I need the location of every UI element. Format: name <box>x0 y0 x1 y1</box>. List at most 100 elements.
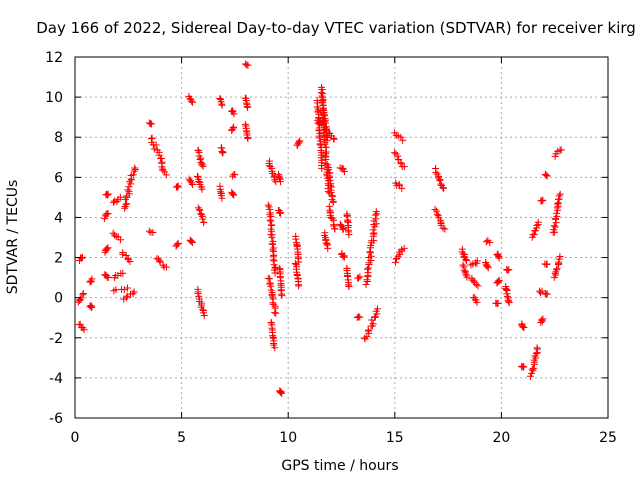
data-point-marker <box>518 362 526 370</box>
data-point-marker <box>79 291 87 299</box>
x-tick-label: 5 <box>177 430 186 446</box>
data-point-marker <box>539 196 547 204</box>
data-point-marker <box>329 198 337 206</box>
data-point-marker <box>473 298 481 306</box>
data-point-marker <box>330 135 338 143</box>
data-point-marker <box>296 137 304 145</box>
data-point-marker <box>550 222 558 230</box>
data-point-marker <box>195 177 203 185</box>
data-point-marker <box>320 118 328 126</box>
data-point-marker <box>187 97 195 105</box>
data-point-marker <box>541 170 549 178</box>
data-point-marker <box>200 311 208 319</box>
y-tick-label: -6 <box>49 411 63 427</box>
data-point-marker <box>529 364 537 372</box>
data-point-marker <box>325 202 333 210</box>
data-point-marker <box>268 291 276 299</box>
data-point-marker <box>197 211 205 219</box>
data-point-marker <box>174 182 182 190</box>
data-point-marker <box>278 389 286 397</box>
data-point-marker <box>317 89 325 97</box>
data-point-marker <box>277 208 285 216</box>
data-point-marker <box>543 290 551 298</box>
data-point-marker <box>367 252 375 260</box>
y-axis-label: SDTVAR / TECUs <box>5 180 21 295</box>
data-point-marker <box>161 168 169 176</box>
data-point-marker <box>120 286 128 294</box>
data-point-marker <box>362 280 370 288</box>
data-point-marker <box>554 258 562 266</box>
data-point-marker <box>504 266 512 274</box>
data-point-marker <box>484 264 492 272</box>
data-point-marker <box>271 269 279 277</box>
data-point-marker <box>463 257 471 265</box>
data-point-marker <box>76 295 84 303</box>
data-point-marker <box>174 183 182 191</box>
data-point-marker <box>124 256 132 264</box>
y-tick-label: 10 <box>45 90 63 106</box>
chart-title: Day 166 of 2022, Sidereal Day-to-day VTE… <box>36 19 636 37</box>
data-point-marker <box>122 294 130 302</box>
data-point-marker <box>504 292 512 300</box>
data-point-marker <box>104 191 112 199</box>
data-point-marker <box>432 168 440 176</box>
data-point-marker <box>474 282 482 290</box>
data-point-marker <box>398 184 406 192</box>
data-point-marker <box>340 253 348 261</box>
data-point-marker <box>391 149 399 157</box>
data-point-marker <box>199 215 207 223</box>
data-point-marker <box>472 280 480 288</box>
data-point-marker <box>473 257 481 265</box>
data-point-marker <box>374 305 382 313</box>
data-point-marker <box>344 217 352 225</box>
data-point-marker <box>505 297 513 305</box>
data-point-marker <box>230 110 238 118</box>
data-point-marker <box>552 209 560 217</box>
data-point-marker <box>534 218 542 226</box>
data-point-marker <box>188 239 196 247</box>
data-point-marker <box>482 238 490 246</box>
data-point-marker <box>244 61 252 69</box>
data-point-marker <box>218 101 226 109</box>
y-tick-label: 4 <box>54 210 63 226</box>
data-point-marker <box>436 176 444 184</box>
data-point-marker <box>216 188 224 196</box>
data-point-marker <box>149 228 157 236</box>
data-point-marker <box>463 273 471 281</box>
data-point-marker <box>556 190 564 198</box>
data-point-marker <box>231 171 239 179</box>
data-point-marker <box>150 145 158 153</box>
data-point-marker <box>340 225 348 233</box>
data-point-marker <box>530 230 538 238</box>
data-point-marker <box>117 236 125 244</box>
data-point-marker <box>555 192 563 200</box>
data-point-marker <box>189 98 197 106</box>
data-point-marker <box>371 313 379 321</box>
data-point-marker <box>187 179 195 187</box>
data-point-marker <box>371 314 379 322</box>
data-point-marker <box>116 193 124 201</box>
y-tick-label: -4 <box>49 371 63 387</box>
data-point-marker <box>439 184 447 192</box>
data-point-marker <box>173 241 181 249</box>
y-tick-label: -2 <box>49 331 63 347</box>
data-point-marker <box>323 241 331 249</box>
data-point-marker <box>439 184 447 192</box>
data-point-marker <box>321 140 329 148</box>
data-point-marker <box>87 304 95 312</box>
data-point-marker <box>199 162 207 170</box>
data-point-marker <box>88 275 96 283</box>
data-point-marker <box>241 120 249 128</box>
plot-border <box>74 56 609 419</box>
data-points <box>74 60 565 397</box>
data-point-marker <box>553 266 561 274</box>
data-point-marker <box>269 333 277 341</box>
data-point-marker <box>129 171 137 179</box>
data-point-marker <box>104 210 112 218</box>
data-point-marker <box>123 200 131 208</box>
data-point-marker <box>276 178 284 186</box>
data-point-marker <box>433 210 441 218</box>
data-point-marker <box>278 292 286 300</box>
